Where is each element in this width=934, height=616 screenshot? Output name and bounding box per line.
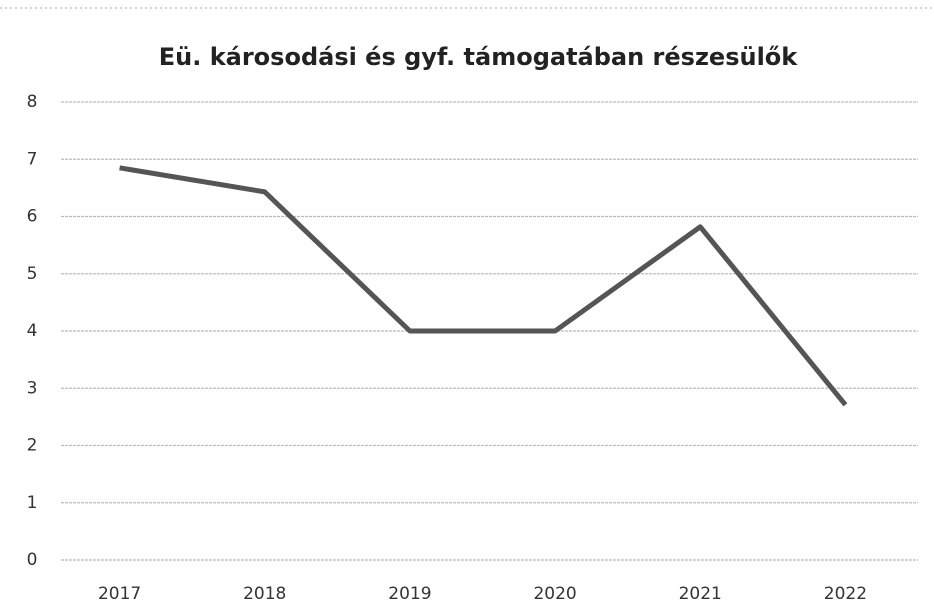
y-tick-label: 6	[27, 207, 38, 227]
chart-title: Eü. károsodási és gyf. támogatában része…	[159, 43, 799, 71]
x-tick-label: 2022	[824, 584, 867, 604]
y-tick-label: 7	[27, 149, 38, 169]
x-tick-label: 2017	[98, 584, 141, 604]
y-tick-label: 4	[27, 321, 38, 341]
y-tick-label: 5	[27, 264, 38, 284]
line-series	[119, 165, 848, 407]
x-tick-label: 2020	[533, 584, 576, 604]
y-tick-label: 8	[27, 92, 38, 112]
y-tick-label: 0	[27, 550, 38, 570]
y-tick-label: 1	[27, 493, 38, 513]
y-tick-label: 2	[27, 436, 38, 456]
x-tick-label: 2021	[679, 584, 722, 604]
x-tick-label: 2018	[243, 584, 286, 604]
x-tick-label: 2019	[388, 584, 431, 604]
y-tick-label: 3	[27, 378, 38, 398]
